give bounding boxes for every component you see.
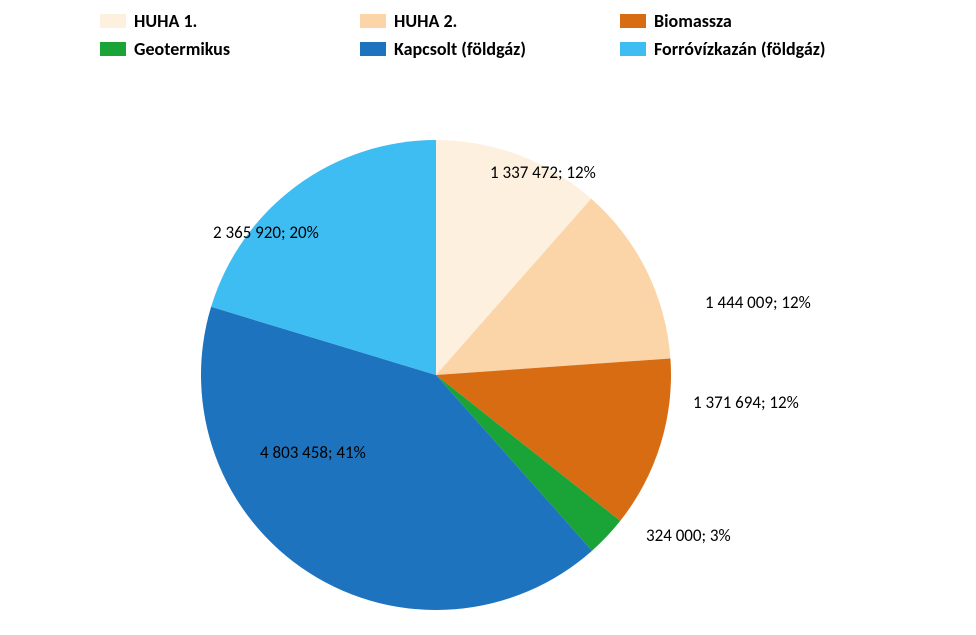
legend-label: HUHA 1. xyxy=(134,10,197,32)
slice-label: 1 337 472; 12% xyxy=(490,162,596,183)
legend-swatch xyxy=(620,42,646,56)
legend-swatch xyxy=(360,14,386,28)
legend-label: HUHA 2. xyxy=(394,10,457,32)
pie-svg xyxy=(201,140,671,610)
legend-label: Biomassza xyxy=(654,10,732,32)
slice-label: 2 365 920; 20% xyxy=(213,222,319,243)
legend-item: HUHA 1. xyxy=(100,10,360,32)
legend-swatch xyxy=(100,42,126,56)
slice-label: 324 000; 3% xyxy=(646,525,731,546)
legend-label: Kapcsolt (földgáz) xyxy=(394,38,526,60)
legend-item: Biomassza xyxy=(620,10,880,32)
pie xyxy=(201,140,671,615)
legend-swatch xyxy=(360,42,386,56)
pie-chart: HUHA 1. HUHA 2. Biomassza Geotermikus Kapcso… xyxy=(0,0,976,635)
legend-label: Geotermikus xyxy=(134,38,230,60)
legend-item: Forróvízkazán (földgáz) xyxy=(620,38,880,60)
legend-item: HUHA 2. xyxy=(360,10,620,32)
legend-label: Forróvízkazán (földgáz) xyxy=(654,38,826,60)
legend-swatch xyxy=(620,14,646,28)
legend-item: Kapcsolt (földgáz) xyxy=(360,38,620,60)
slice-label: 1 371 694; 12% xyxy=(693,392,799,413)
legend-item: Geotermikus xyxy=(100,38,360,60)
legend: HUHA 1. HUHA 2. Biomassza Geotermikus Kapcso… xyxy=(100,10,900,60)
slice-label: 4 803 458; 41% xyxy=(260,442,366,463)
slice-label: 1 444 009; 12% xyxy=(705,292,811,313)
legend-swatch xyxy=(100,14,126,28)
